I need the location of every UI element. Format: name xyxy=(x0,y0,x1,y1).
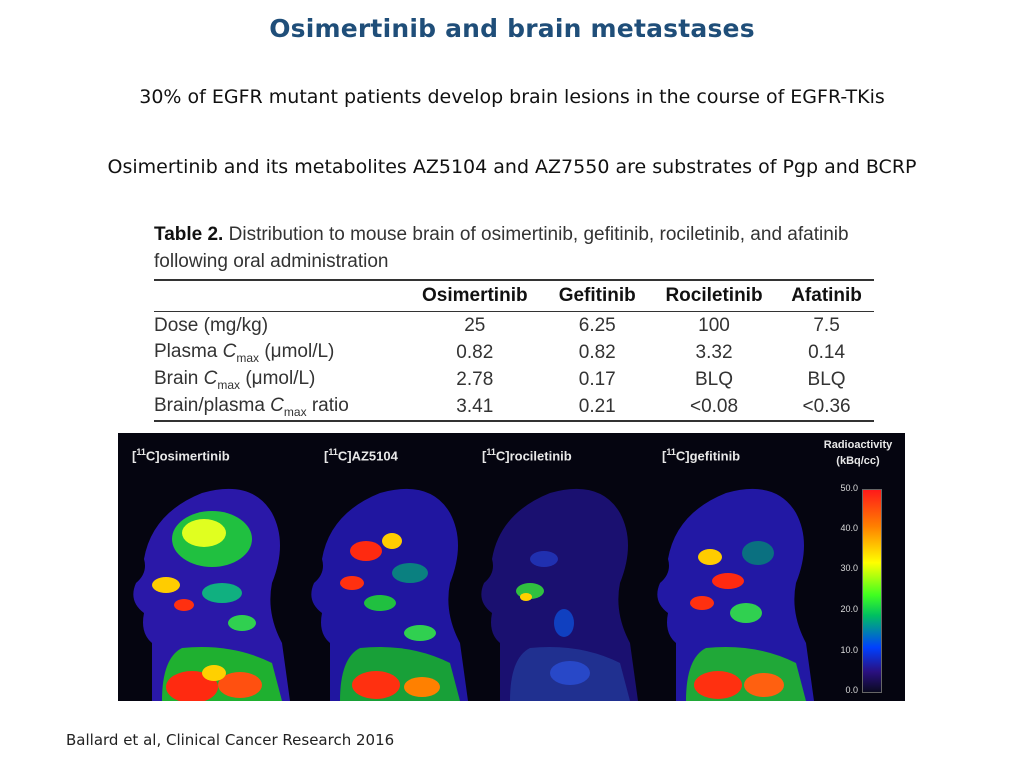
table-row: Brain Cmax (μmol/L) 2.78 0.17 BLQ BLQ xyxy=(154,366,874,393)
row-label-dose: Dose (mg/kg) xyxy=(154,314,269,336)
table-cell: 2.78 xyxy=(456,368,494,390)
bullet-brain-lesions: 30% of EGFR mutant patients develop brai… xyxy=(139,86,885,108)
pet-label-osimertinib: [11C]osimertinib xyxy=(132,447,230,464)
colorbar-tick: 50.0 xyxy=(840,483,858,493)
table-cell: 0.82 xyxy=(456,341,494,363)
pet-scan-rociletinib xyxy=(481,488,638,701)
pet-scan-gefitinib xyxy=(657,488,814,701)
table-cell: <0.08 xyxy=(689,395,739,417)
table-cell: 0.21 xyxy=(578,395,616,417)
radioactivity-colorbar xyxy=(862,489,882,693)
bullet-substrates: Osimertinib and its metabolites AZ5104 a… xyxy=(107,156,917,178)
pet-label-rociletinib: [11C]rociletinib xyxy=(482,447,572,464)
citation: Ballard et al, Clinical Cancer Research … xyxy=(66,731,395,749)
table-header-gefitinib: Gefitinib xyxy=(545,280,649,312)
table-cell: 0.14 xyxy=(808,341,846,363)
slide-title: Osimertinib and brain metastases xyxy=(269,14,755,43)
pet-label-az5104: [11C]AZ5104 xyxy=(324,447,398,464)
table-header-row: Osimertinib Gefitinib Rociletinib Afatin… xyxy=(154,280,874,312)
colorbar-tick: 30.0 xyxy=(840,563,858,573)
radioactivity-legend-title: Radioactivity (kBq/cc) xyxy=(823,439,893,467)
distribution-table: Osimertinib Gefitinib Rociletinib Afatin… xyxy=(154,279,874,422)
table-caption: Table 2. Distribution to mouse brain of … xyxy=(154,221,876,275)
table-row: Dose (mg/kg) 25 6.25 100 7.5 xyxy=(154,312,874,340)
distribution-table-figure: Table 2. Distribution to mouse brain of … xyxy=(154,221,876,422)
table-cell: 3.41 xyxy=(456,395,494,417)
table-cell: 6.25 xyxy=(578,314,616,336)
table-cell: <0.36 xyxy=(802,395,851,417)
table-cell: 0.82 xyxy=(578,341,616,363)
colorbar-tick: 20.0 xyxy=(840,604,858,614)
table-cell: 7.5 xyxy=(813,314,840,336)
table-cell: 3.32 xyxy=(695,341,733,363)
pet-scan-osimertinib xyxy=(133,488,290,701)
table-cell: BLQ xyxy=(695,368,734,390)
table-cell: 0.17 xyxy=(578,368,616,390)
colorbar-tick: 10.0 xyxy=(840,645,858,655)
pet-label-gefitinib: [11C]gefitinib xyxy=(662,447,741,464)
row-label-brain-plasma-ratio: Brain/plasma Cmax ratio xyxy=(154,394,349,419)
table-cell: 25 xyxy=(464,314,486,336)
row-label-plasma-cmax: Plasma Cmax (μmol/L) xyxy=(154,340,335,365)
pet-scan-image: [11C]osimertinib [11C]AZ5104 [11C]rocile… xyxy=(118,433,905,701)
table-header-osimertinib: Osimertinib xyxy=(404,280,546,312)
table-row: Plasma Cmax (μmol/L) 0.82 0.82 3.32 0.14 xyxy=(154,339,874,366)
row-label-brain-cmax: Brain Cmax (μmol/L) xyxy=(154,367,316,392)
table-header-afatinib: Afatinib xyxy=(779,280,874,312)
pet-scan-az5104 xyxy=(311,488,468,701)
table-header-empty xyxy=(154,280,404,312)
table-row: Brain/plasma Cmax ratio 3.41 0.21 <0.08 … xyxy=(154,393,874,421)
colorbar-tick: 0.0 xyxy=(845,685,858,695)
table-cell: BLQ xyxy=(807,368,846,390)
table-cell: 100 xyxy=(698,314,730,336)
table-header-rociletinib: Rociletinib xyxy=(648,280,780,312)
table-caption-number: Table 2. xyxy=(154,224,224,245)
colorbar-tick: 40.0 xyxy=(840,523,858,533)
table-caption-text: Distribution to mouse brain of osimertin… xyxy=(154,224,849,272)
